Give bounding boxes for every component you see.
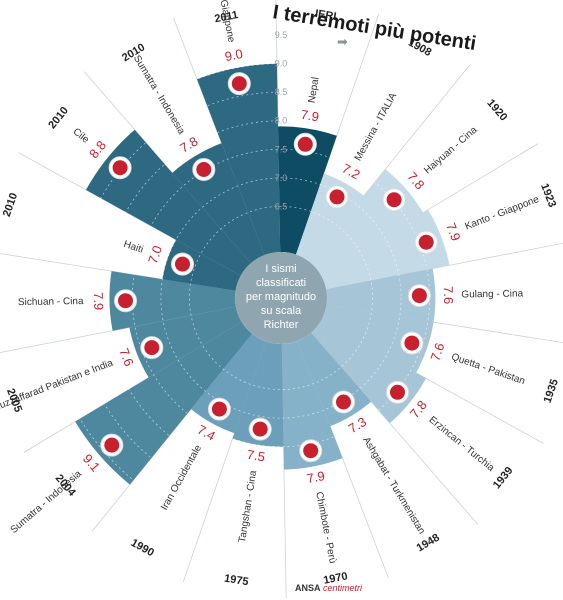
magnitude-label: 7.5 xyxy=(246,447,266,465)
credit-brand: centimetri xyxy=(323,583,363,593)
place-label: Iran Occidentale xyxy=(159,443,204,512)
country-flags xyxy=(100,72,438,463)
magnitude-label: 7.6 xyxy=(441,286,456,304)
center-label-line-5: Richter xyxy=(264,319,299,331)
place-label: Chimbote - Perù xyxy=(313,491,338,565)
year-label: 1975 xyxy=(223,573,249,589)
magnitude-label: 7.9 xyxy=(305,468,326,486)
magnitude-label: 9.0 xyxy=(223,46,244,64)
magnitude-label: 7.8 xyxy=(177,134,200,156)
flag-emblem xyxy=(386,192,402,208)
magnitude-label: 7.6 xyxy=(427,341,447,363)
flag-emblem xyxy=(104,437,120,453)
flag-emblem xyxy=(252,421,268,437)
place-label: Messina - ITALIA xyxy=(353,91,400,163)
year-label: 1927 xyxy=(561,281,563,306)
place-label: Sumatra - Indonesia xyxy=(9,468,85,536)
chart-title: I terremoti più potenti xyxy=(271,1,477,55)
magnitude-bar xyxy=(196,63,281,256)
flag-emblem xyxy=(196,162,212,177)
flag-emblem xyxy=(211,401,227,417)
place-label: Tangshan - Cina xyxy=(237,469,259,543)
magnitude-label: 7.8 xyxy=(404,169,427,192)
magnitude-bar xyxy=(320,209,450,290)
magnitude-bar xyxy=(281,340,343,470)
scale-tick-label: 7.5 xyxy=(275,144,288,154)
magnitude-bar xyxy=(232,341,284,447)
place-label: Gulang - Cina xyxy=(461,288,523,300)
place-label: Kanto - Giappone xyxy=(463,194,541,233)
flag-emblem xyxy=(303,443,319,459)
year-label: 2010 xyxy=(46,105,71,132)
flag-emblem xyxy=(144,340,160,356)
flag-emblem xyxy=(112,160,128,176)
magnitude-label: 7.9 xyxy=(443,221,463,243)
flag-emblem xyxy=(418,234,434,250)
center-label-line-3: per magnitudo xyxy=(246,291,316,303)
scale-tick-label: 9.0 xyxy=(275,59,288,69)
place-label: Erzincan - Turchia xyxy=(427,415,497,475)
place-label: Sichuan - Cina xyxy=(18,296,84,308)
magnitude-label: 8.8 xyxy=(86,138,109,161)
flag-emblem xyxy=(336,394,351,410)
flag-emblem xyxy=(175,256,190,272)
flag-emblem xyxy=(329,189,345,205)
place-label: Ashgabat - Turkmenistan xyxy=(360,435,427,536)
year-label: 2010 xyxy=(1,191,20,218)
scale-ring xyxy=(160,177,402,419)
year-label: 1970 xyxy=(322,570,348,586)
center-disc xyxy=(235,252,327,344)
magnitude-bar xyxy=(129,306,242,378)
credit-source: ANSA xyxy=(295,583,321,593)
flag-emblem xyxy=(231,76,247,92)
flag-emblem xyxy=(411,288,427,304)
center-label-line-1: I sismi xyxy=(265,263,296,275)
magnitude-label: 7.2 xyxy=(340,161,363,183)
year-label: 2008 xyxy=(0,291,1,316)
flag-emblem xyxy=(118,293,133,309)
flag-emblem xyxy=(297,136,313,152)
place-label: Cile xyxy=(71,126,92,146)
magnitude-bar xyxy=(162,239,241,291)
year-label: 1920 xyxy=(484,97,509,123)
magnitude-label: 7.4 xyxy=(195,422,218,444)
magnitude-label: 7.9 xyxy=(300,107,320,125)
scale-ticks: 6.5 7.0 7.5 8.0 8.5 9.0 9.5 xyxy=(275,30,288,211)
magnitude-bar xyxy=(109,271,236,331)
scale-tick-label: 8.0 xyxy=(275,116,288,126)
year-label: 1935 xyxy=(542,378,561,405)
center-label-line-4: su scala xyxy=(261,305,302,317)
year-label: IERI xyxy=(314,8,337,23)
scale-ring xyxy=(74,91,488,505)
scale-ring xyxy=(103,120,459,476)
year-label: 2011 xyxy=(214,9,240,25)
magnitude-label: 7.6 xyxy=(116,346,136,368)
magnitude-bar xyxy=(321,305,434,373)
place-label: Nepal xyxy=(307,76,322,104)
place-label: Haiyuan - Cina xyxy=(422,124,479,176)
flag-emblem xyxy=(390,384,405,400)
place-label: Haiti xyxy=(122,239,145,256)
place-label: Sumatra - Indonesia xyxy=(131,54,187,137)
scale-ring xyxy=(188,205,373,390)
year-label: 1923 xyxy=(538,182,558,209)
magnitude-label: 7.9 xyxy=(91,292,106,310)
magnitude-bar xyxy=(278,126,337,255)
scale-tick-label: 8.5 xyxy=(275,87,288,97)
scale-tick-label: 6.5 xyxy=(275,201,288,211)
scale-ring xyxy=(17,34,545,562)
magnitude-label: 7.3 xyxy=(346,414,369,436)
arrow-icon: ➡ xyxy=(337,35,348,50)
scale-ring xyxy=(46,63,516,533)
center-label-line-2: classificati xyxy=(256,277,306,289)
magnitude-label: 7.0 xyxy=(145,244,165,266)
scale-tick-label: 7.0 xyxy=(275,173,288,183)
flag-emblem xyxy=(404,335,420,351)
scale-tick-label: 9.5 xyxy=(275,30,288,40)
place-label: Quetta - Pakistan xyxy=(450,352,527,388)
magnitude-bar xyxy=(326,268,436,323)
year-label: 1939 xyxy=(491,465,516,492)
year-label: 1990 xyxy=(129,537,156,559)
